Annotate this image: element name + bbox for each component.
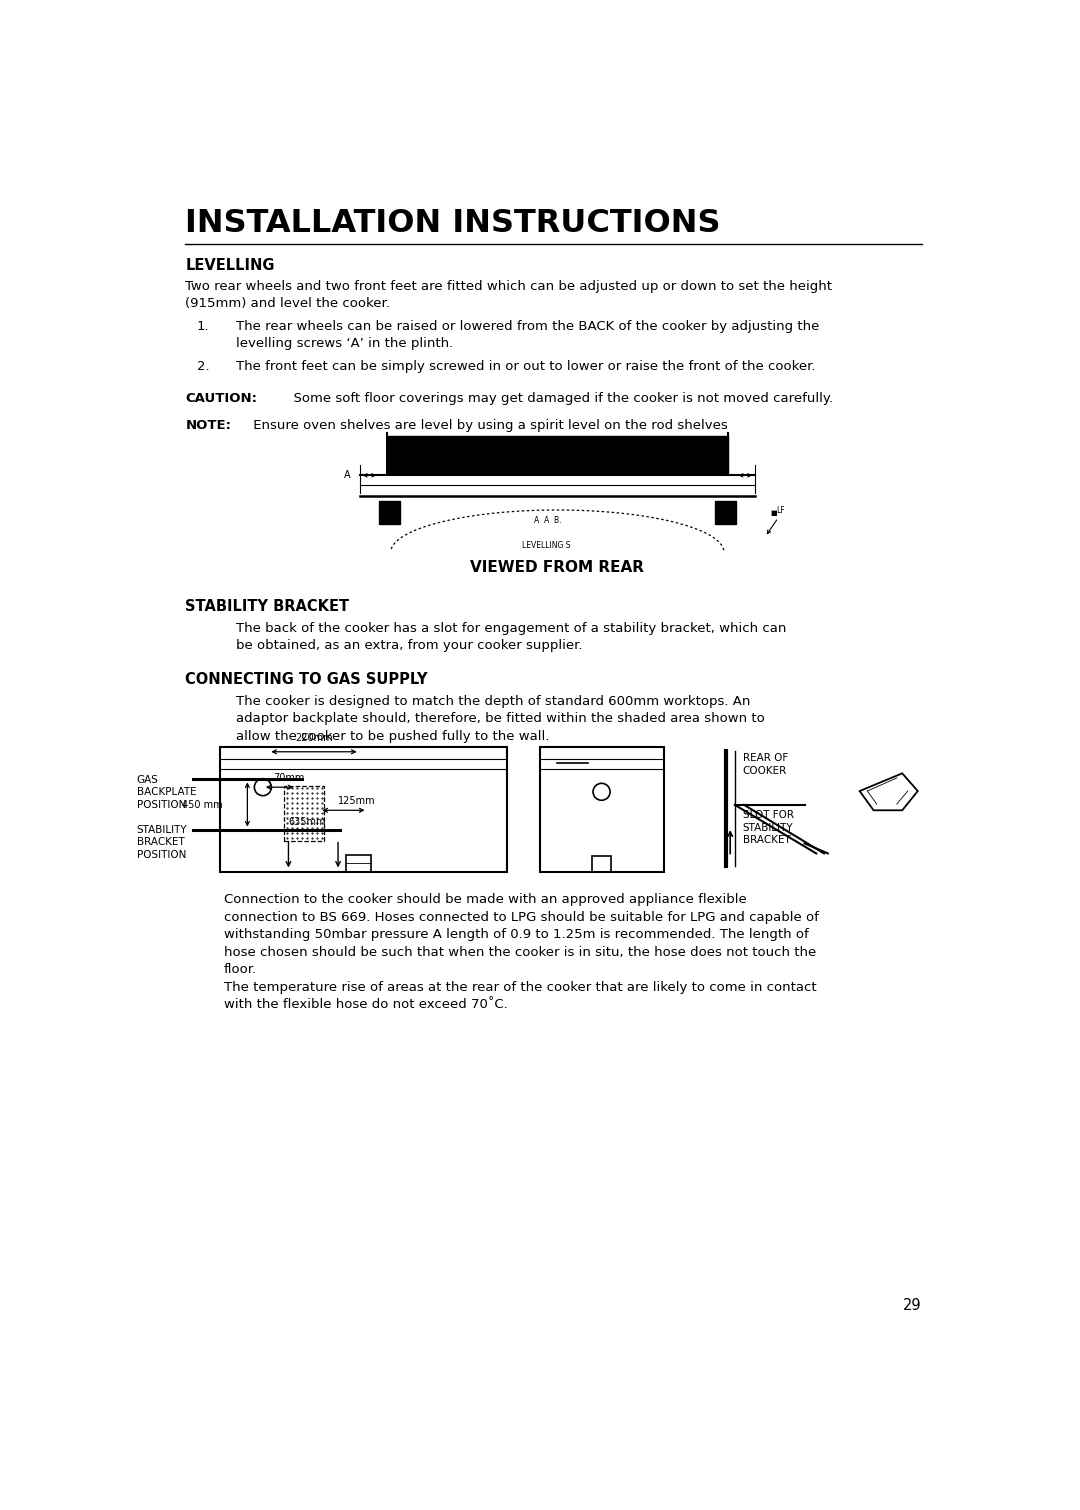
- Text: 2.: 2.: [197, 359, 210, 373]
- Bar: [346, 855, 370, 871]
- Text: REAR OF
COOKER: REAR OF COOKER: [743, 753, 787, 776]
- Text: A  A  B.: A A B.: [535, 516, 562, 525]
- Text: Some soft floor coverings may get damaged if the cooker is not moved carefully.: Some soft floor coverings may get damage…: [284, 393, 833, 405]
- Text: NOTE:: NOTE:: [186, 420, 231, 432]
- Bar: [220, 747, 507, 871]
- Bar: [387, 436, 728, 473]
- Text: Ensure oven shelves are level by using a spirit level on the rod shelves: Ensure oven shelves are level by using a…: [248, 420, 728, 432]
- Text: GAS
BACKPLATE
POSITION: GAS BACKPLATE POSITION: [136, 775, 197, 809]
- Text: 1.: 1.: [197, 320, 210, 332]
- Text: INSTALLATION INSTRUCTIONS: INSTALLATION INSTRUCTIONS: [186, 208, 720, 239]
- Text: The rear wheels can be raised or lowered from the BACK of the cooker by adjustin: The rear wheels can be raised or lowered…: [235, 320, 819, 350]
- Text: A: A: [345, 470, 351, 480]
- Text: STABILITY BRACKET: STABILITY BRACKET: [186, 598, 350, 613]
- Text: ■: ■: [770, 510, 778, 516]
- Text: 29: 29: [903, 1299, 921, 1314]
- Text: 70mm: 70mm: [273, 773, 305, 782]
- Text: LEVELLING: LEVELLING: [186, 258, 275, 273]
- Text: 450 mm: 450 mm: [181, 799, 222, 809]
- Bar: [592, 856, 611, 871]
- Text: CONNECTING TO GAS SUPPLY: CONNECTING TO GAS SUPPLY: [186, 672, 428, 687]
- Text: VIEWED FROM REAR: VIEWED FROM REAR: [471, 560, 645, 575]
- Text: 220mm: 220mm: [295, 734, 333, 743]
- Text: SLOT FOR
STABILITY
BRACKET: SLOT FOR STABILITY BRACKET: [743, 811, 794, 846]
- Text: 125mm: 125mm: [338, 796, 376, 806]
- Polygon shape: [860, 773, 918, 811]
- Text: Connection to the cooker should be made with an approved appliance flexible
conn: Connection to the cooker should be made …: [225, 894, 819, 1012]
- Text: STABILITY
BRACKET
POSITION: STABILITY BRACKET POSITION: [136, 824, 187, 859]
- Text: The cooker is designed to match the depth of standard 600mm worktops. An
adaptor: The cooker is designed to match the dept…: [235, 695, 765, 743]
- Bar: [284, 785, 324, 841]
- Bar: [540, 747, 663, 871]
- Text: The back of the cooker has a slot for engagement of a stability bracket, which c: The back of the cooker has a slot for en…: [235, 622, 786, 652]
- Bar: [715, 501, 735, 524]
- Text: LF: LF: [775, 506, 784, 515]
- Text: 635mm: 635mm: [288, 817, 326, 827]
- Text: Two rear wheels and two front feet are fitted which can be adjusted up or down t: Two rear wheels and two front feet are f…: [186, 279, 833, 310]
- Text: CAUTION:: CAUTION:: [186, 393, 257, 405]
- Bar: [379, 501, 400, 524]
- Text: LEVELLING S: LEVELLING S: [523, 541, 571, 550]
- Text: The front feet can be simply screwed in or out to lower or raise the front of th: The front feet can be simply screwed in …: [235, 359, 815, 373]
